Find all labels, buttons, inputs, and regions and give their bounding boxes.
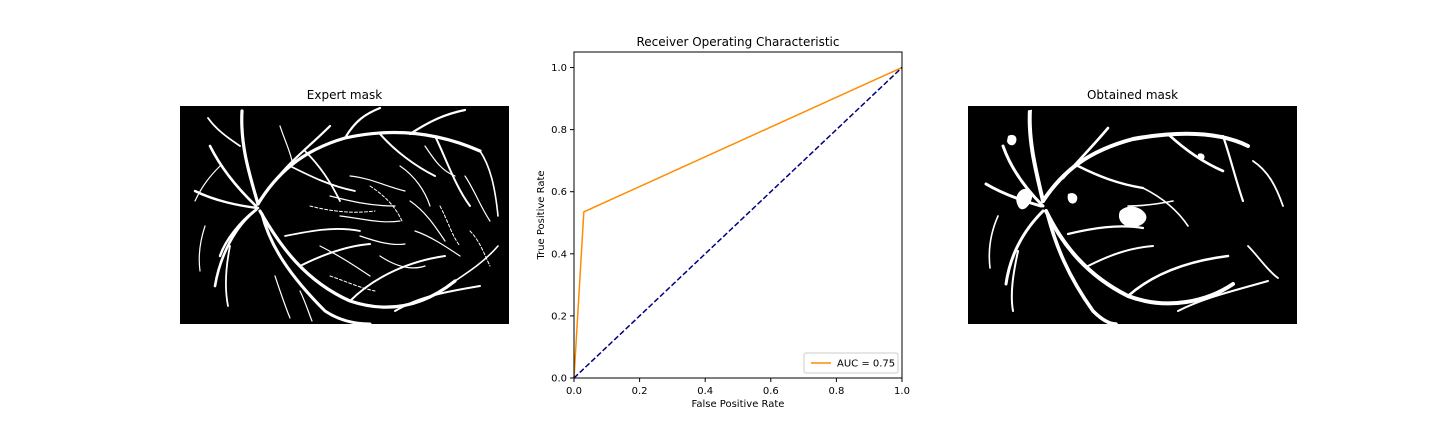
x-axis: 0.0 0.2 0.4 0.6 0.8 1.0 [566, 378, 910, 397]
y-tick-label: 0.6 [551, 187, 567, 198]
legend: AUC = 0.75 [803, 352, 899, 374]
x-tick-label: 0.6 [763, 386, 779, 397]
expert-mask-title: Expert mask [306, 88, 383, 102]
x-tick-label: 1.0 [894, 386, 910, 397]
obtained-mask-image [968, 106, 1297, 324]
y-axis-label: True Positive Rate [536, 170, 547, 260]
y-tick-label: 0.2 [551, 311, 567, 322]
x-tick-label: 0.8 [828, 386, 844, 397]
x-tick-label: 0.2 [632, 386, 648, 397]
obtained-mask-title: Obtained mask [1086, 88, 1179, 102]
y-axis: 0.0 0.2 0.4 0.6 0.8 1.0 [551, 63, 574, 385]
expert-mask-image [180, 106, 509, 324]
plot-frame [573, 51, 903, 379]
y-tick-label: 0.4 [551, 249, 567, 260]
x-tick-label: 0.4 [697, 386, 713, 397]
legend-box [803, 352, 899, 374]
y-tick-label: 0.8 [551, 125, 567, 136]
chart-title: Receiver Operating Characteristic [636, 35, 839, 49]
chance-diagonal-line [573, 66, 903, 379]
y-tick-label: 1.0 [551, 63, 567, 74]
series-line-auc [573, 66, 903, 379]
y-tick-label: 0.0 [551, 374, 567, 385]
obtained-vessel-tree [968, 106, 1297, 324]
legend-label: AUC = 0.75 [837, 359, 895, 370]
x-axis-label: False Positive Rate [692, 399, 785, 410]
expert-vessel-tree [193, 106, 499, 324]
x-tick-label: 0.0 [566, 386, 582, 397]
plot-area [573, 51, 903, 379]
